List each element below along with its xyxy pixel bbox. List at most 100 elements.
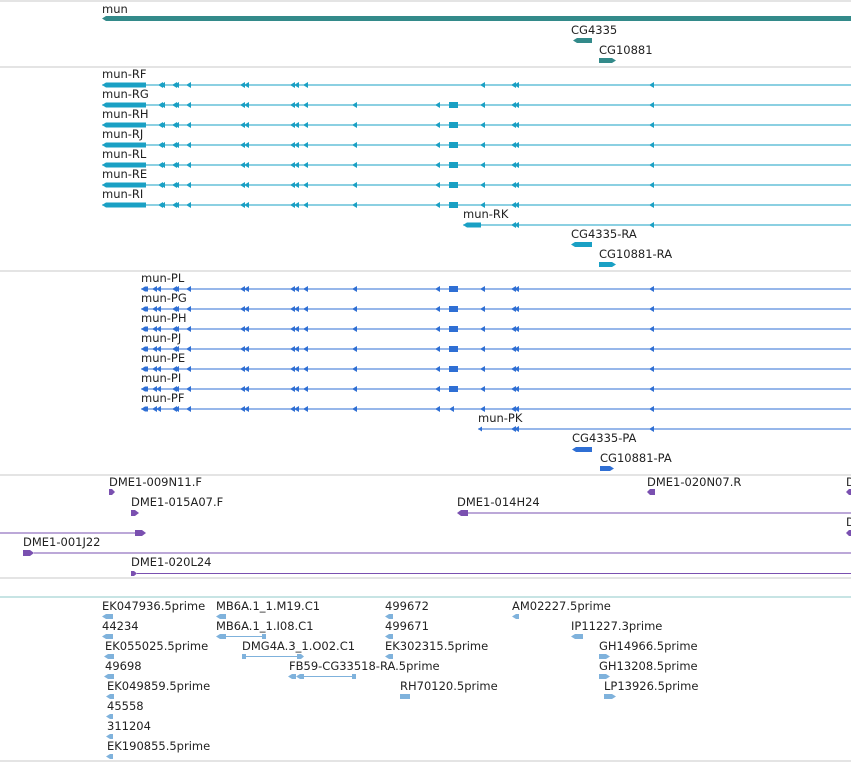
feature-label: D bbox=[846, 515, 851, 529]
clone-dme1-020n07r[interactable]: DME1-020N07.R bbox=[647, 475, 741, 495]
est-ek047936[interactable]: EK047936.5prime bbox=[102, 599, 205, 619]
est-fb59-cg33518[interactable]: FB59-CG33518-RA.5prime bbox=[288, 659, 440, 679]
exon-mark bbox=[174, 122, 179, 128]
exon-mark bbox=[186, 346, 191, 352]
exon-mark bbox=[649, 122, 654, 128]
feature-label: 499672 bbox=[385, 599, 429, 613]
exon-mark bbox=[435, 366, 440, 372]
exon-mark bbox=[240, 386, 245, 392]
exon-mark bbox=[649, 346, 654, 352]
exon-mark bbox=[160, 202, 165, 208]
transcript-mun-rj[interactable]: mun-RJ bbox=[102, 127, 851, 148]
exon-block bbox=[141, 386, 148, 392]
transcript-cg4335-ra[interactable]: CG4335-RA bbox=[571, 227, 637, 247]
exon-mark bbox=[435, 202, 440, 208]
protein-model bbox=[141, 306, 851, 312]
exon-mark bbox=[244, 182, 249, 188]
exon-mark bbox=[303, 326, 308, 332]
est-ek190855[interactable]: EK190855.5prime bbox=[106, 739, 210, 759]
protein-mun-pg[interactable]: mun-PG bbox=[141, 291, 851, 312]
est-gh13208[interactable]: GH13208.5prime bbox=[599, 659, 698, 679]
feature-label: mun-RJ bbox=[102, 127, 143, 141]
est-mark bbox=[216, 614, 226, 619]
exon-mark bbox=[156, 346, 161, 352]
clone-dme1-001j22[interactable]: DME1-001J22 bbox=[23, 535, 851, 556]
est-mark bbox=[106, 734, 113, 739]
exon-mark bbox=[649, 426, 654, 432]
protein-mun-pi[interactable]: mun-PI bbox=[141, 371, 851, 392]
transcript-mun-ri[interactable]: mun-RI bbox=[102, 187, 851, 208]
est-ip11227[interactable]: IP11227.3prime bbox=[571, 619, 662, 639]
protein-mun-pe[interactable]: mun-PE bbox=[141, 351, 851, 372]
est-mb6a-i08[interactable]: MB6A.1_1.I08.C1 bbox=[216, 619, 314, 639]
clone-dme1-014h24[interactable]: DME1-014H24 bbox=[457, 495, 851, 516]
exon-mark bbox=[352, 162, 357, 168]
est-ek055025[interactable]: EK055025.5prime bbox=[104, 639, 208, 659]
exon-mark bbox=[186, 82, 191, 88]
exon-mark bbox=[290, 306, 295, 312]
est-499671[interactable]: 499671 bbox=[385, 619, 429, 639]
exon-mark bbox=[303, 286, 308, 292]
exon-block bbox=[478, 426, 482, 432]
transcript-model bbox=[463, 222, 851, 228]
exon-mark bbox=[244, 306, 249, 312]
exon-mark bbox=[244, 122, 249, 128]
clone-dme1-020l24[interactable]: DME1-020L24 bbox=[131, 555, 851, 576]
clone-d-edge-1[interactable]: D bbox=[846, 475, 851, 495]
exon-mark bbox=[240, 326, 245, 332]
clone-mark bbox=[846, 530, 851, 536]
protein-mun-pj[interactable]: mun-PJ bbox=[141, 331, 851, 352]
protein-cg10881-pa[interactable]: CG10881-PA bbox=[600, 451, 672, 471]
protein-mun-ph[interactable]: mun-PH bbox=[141, 311, 851, 332]
feature-label: DME1-020N07.R bbox=[647, 475, 741, 489]
est-dmg4a[interactable]: DMG4A.3_1.O02.C1 bbox=[242, 639, 355, 659]
est-311204[interactable]: 311204 bbox=[106, 719, 151, 739]
clone-dme1-009n11f[interactable]: DME1-009N11.F bbox=[109, 475, 202, 495]
transcript-mun-rh[interactable]: mun-RH bbox=[102, 107, 851, 128]
est-gh14966[interactable]: GH14966.5prime bbox=[599, 639, 698, 659]
est-ek049859[interactable]: EK049859.5prime bbox=[106, 679, 210, 699]
exon-mark bbox=[174, 162, 179, 168]
feature-label: GH13208.5prime bbox=[599, 659, 698, 673]
exon-mark bbox=[514, 386, 519, 392]
feature-label: mun bbox=[102, 2, 128, 16]
exon-mark bbox=[290, 102, 295, 108]
clone-mark bbox=[131, 571, 137, 576]
transcript-mun-re[interactable]: mun-RE bbox=[102, 167, 851, 188]
transcript-mun-rl[interactable]: mun-RL bbox=[102, 147, 851, 168]
exon-mark bbox=[240, 142, 245, 148]
est-49698[interactable]: 49698 bbox=[104, 659, 142, 679]
est-44234[interactable]: 44234 bbox=[102, 619, 139, 639]
exon-mark bbox=[294, 286, 299, 292]
clone-dme1-015a07f[interactable]: DME1-015A07.F bbox=[131, 495, 223, 516]
protein-mun-pl[interactable]: mun-PL bbox=[141, 271, 851, 292]
exon-mark bbox=[511, 426, 516, 432]
est-45558[interactable]: 45558 bbox=[106, 699, 144, 719]
exon-mark bbox=[303, 122, 308, 128]
exon-mark bbox=[449, 122, 454, 128]
feature-label: RH70120.5prime bbox=[400, 679, 498, 693]
feature-label: mun-RL bbox=[102, 147, 147, 161]
gene-feature-mun[interactable]: mun bbox=[102, 2, 851, 21]
clone-d-edge-2[interactable]: D bbox=[0, 515, 851, 536]
transcript-mun-rg[interactable]: mun-RG bbox=[102, 87, 851, 108]
est-499672[interactable]: 499672 bbox=[385, 599, 429, 619]
protein-cg4335-pa[interactable]: CG4335-PA bbox=[572, 431, 637, 452]
protein-mun-pk[interactable]: mun-PK bbox=[478, 411, 851, 432]
exon-mark bbox=[511, 182, 516, 188]
protein-mun-pf[interactable]: mun-PF bbox=[141, 391, 851, 412]
feature-label: GH14966.5prime bbox=[599, 639, 698, 653]
gene-feature-cg10881[interactable]: CG10881 bbox=[599, 43, 653, 63]
gene-feature-cg4335[interactable]: CG4335 bbox=[571, 23, 617, 43]
transcript-mun-rf[interactable]: mun-RF bbox=[102, 67, 851, 88]
protein-model bbox=[478, 426, 851, 432]
est-rh70120[interactable]: RH70120.5prime bbox=[400, 679, 498, 699]
est-lp13926[interactable]: LP13926.5prime bbox=[604, 679, 698, 699]
est-am02227[interactable]: AM02227.5prime bbox=[512, 599, 611, 619]
transcript-mun-rk[interactable]: mun-RK bbox=[463, 207, 851, 228]
est-mb6a-m19[interactable]: MB6A.1_1.M19.C1 bbox=[216, 599, 320, 619]
transcript-cg10881-ra[interactable]: CG10881-RA bbox=[599, 247, 672, 267]
est-mark bbox=[400, 694, 410, 699]
est-ek302315[interactable]: EK302315.5prime bbox=[385, 639, 488, 659]
exon-mark bbox=[156, 406, 161, 412]
